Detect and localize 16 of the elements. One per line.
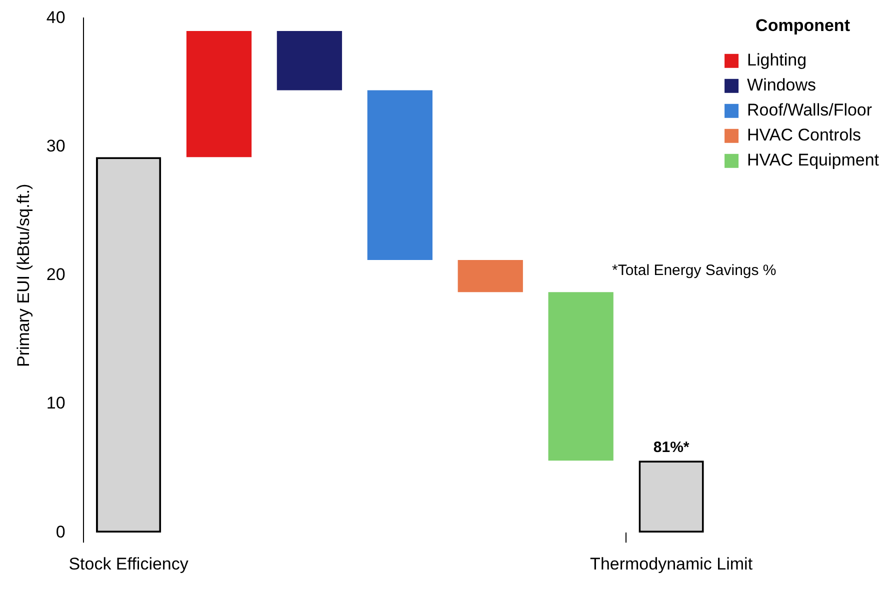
y-tick-label: 0 — [56, 522, 66, 542]
y-tick-label: 40 — [46, 8, 66, 27]
y-tick-label: 20 — [46, 265, 66, 284]
legend-label: HVAC Controls — [747, 126, 862, 145]
legend-label: HVAC Equipment — [747, 150, 880, 170]
annotation: *Total Energy Savings % — [612, 262, 776, 279]
legend-label: Lighting — [747, 50, 807, 70]
legend-title: Component — [756, 16, 850, 36]
y-axis-title: Primary EUI (kBtu/sq.ft.) — [14, 184, 33, 368]
x-tick-label: Stock Efficiency — [68, 554, 189, 574]
y-tick-label: 30 — [46, 136, 66, 156]
legend-label: Roof/Walls/Floor — [747, 100, 872, 120]
legend-label: Windows — [747, 76, 816, 95]
y-tick-label: 10 — [46, 394, 66, 413]
annotation: 81%* — [653, 439, 690, 456]
x-tick-label: Thermodynamic Limit — [590, 554, 753, 574]
